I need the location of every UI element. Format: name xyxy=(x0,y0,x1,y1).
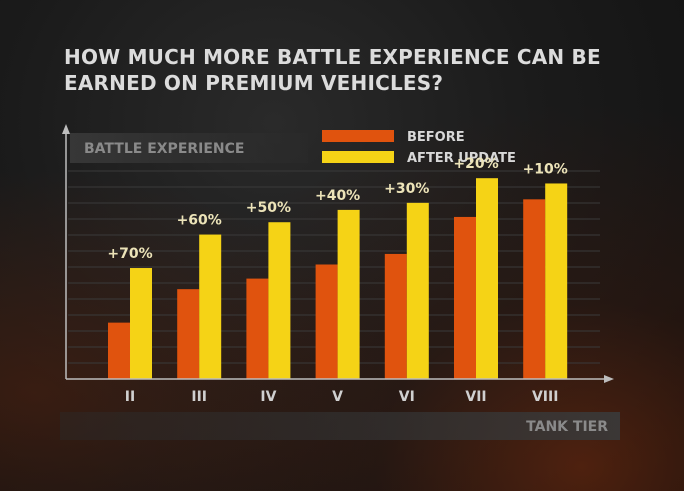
y-axis-arrow-icon xyxy=(62,124,70,134)
bar-labels: +70% +60% +50% +40% +30% +20% +10% xyxy=(107,156,567,262)
axes xyxy=(62,124,614,383)
y-axis-label-band xyxy=(70,133,308,163)
x-tick-label: VI xyxy=(399,389,415,405)
bars xyxy=(108,178,568,379)
x-tick-label: II xyxy=(125,389,135,405)
legend-label-after-update: AFTER UPDATE xyxy=(407,151,516,166)
y-axis-label: BATTLE EXPERIENCE xyxy=(84,141,245,157)
bar-before xyxy=(246,278,269,379)
bar-increase-label: +70% xyxy=(107,246,152,262)
bar-increase-label: +10% xyxy=(523,161,568,177)
bar-after-update xyxy=(268,222,291,379)
bar-increase-label: +50% xyxy=(246,200,291,216)
bar-before xyxy=(523,199,546,379)
bar-before xyxy=(454,216,476,379)
chart-title: HOW MUCH MORE BATTLE EXPERIENCE CAN BE E… xyxy=(64,45,601,95)
bar-after-update xyxy=(545,183,568,379)
bar-before xyxy=(315,264,338,379)
bar-after-update xyxy=(130,268,152,379)
x-tick-label: VIII xyxy=(532,389,558,405)
bar-before xyxy=(177,289,200,379)
bar-after-update xyxy=(476,178,498,379)
bar-before xyxy=(384,253,407,379)
x-tick-label: IV xyxy=(260,389,276,405)
x-tick-labels: II III IV V VI VII VIII xyxy=(125,389,559,405)
x-tick-label: III xyxy=(191,389,207,405)
x-axis-label: TANK TIER xyxy=(526,419,608,435)
x-axis-arrow-icon xyxy=(604,375,614,383)
x-axis-label-band xyxy=(60,412,620,440)
legend-swatch-before xyxy=(322,130,394,142)
bar-increase-label: +20% xyxy=(453,156,498,172)
bar-before xyxy=(108,322,130,379)
bar-after-update xyxy=(406,202,429,379)
bar-after-update xyxy=(199,234,222,379)
legend-label-before: BEFORE xyxy=(407,130,465,145)
bar-increase-label: +40% xyxy=(315,188,360,204)
x-tick-label: V xyxy=(332,389,343,405)
x-tick-label: VII xyxy=(465,389,486,405)
legend-swatch-after-update xyxy=(322,151,394,163)
bar-after-update xyxy=(337,209,360,379)
bar-increase-label: +60% xyxy=(177,213,222,229)
bar-increase-label: +30% xyxy=(384,181,429,197)
